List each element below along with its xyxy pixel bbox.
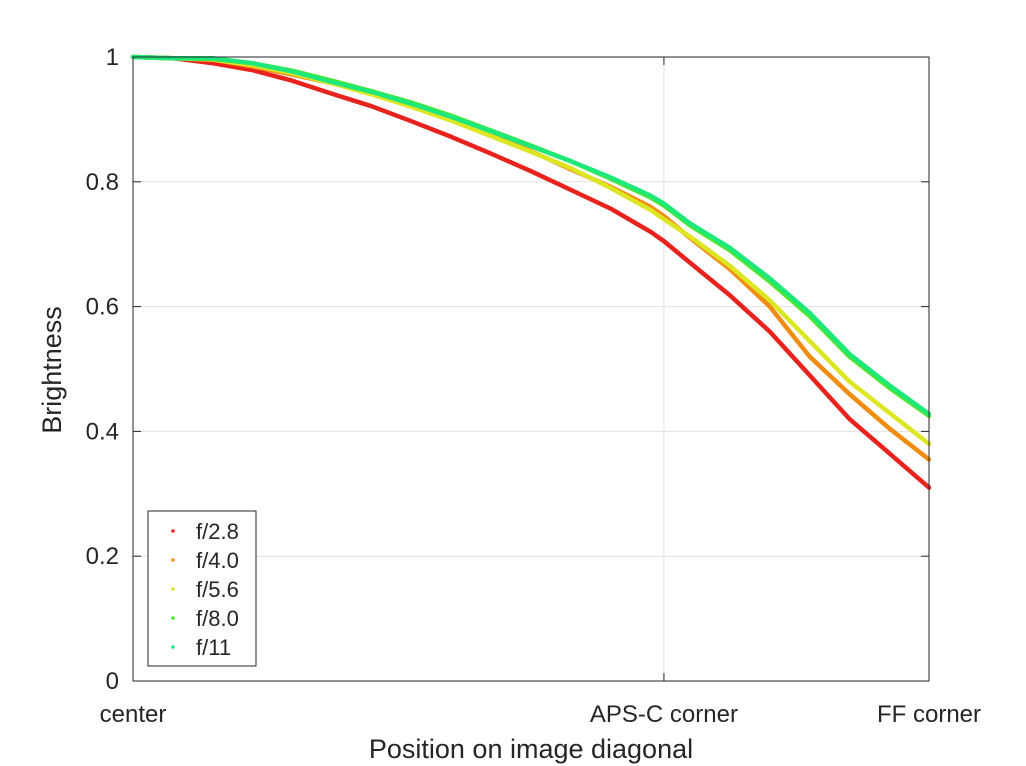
data-point (370, 90, 374, 94)
data-point (569, 159, 573, 163)
x-axis-title: Position on image diagonal (369, 734, 693, 764)
data-point (688, 235, 692, 239)
data-point (449, 135, 453, 139)
data-point (410, 102, 414, 106)
legend-label: f/8.0 (196, 606, 239, 631)
data-point (211, 61, 215, 65)
plot-frame (132, 56, 930, 682)
legend-label: f/11 (196, 635, 231, 660)
data-point (449, 115, 453, 119)
data-point (370, 104, 374, 108)
y-tick-label: 0.2 (86, 543, 119, 570)
data-point (330, 80, 334, 84)
data-point (648, 230, 653, 234)
data-point (768, 276, 772, 281)
x-tick-label: APS-C corner (590, 701, 738, 728)
legend-marker (171, 529, 175, 533)
data-point (250, 68, 254, 72)
data-point (887, 383, 891, 387)
data-point (609, 207, 613, 211)
data-point (808, 354, 812, 359)
data-point (768, 305, 772, 309)
data-point (529, 169, 533, 173)
data-point (728, 293, 732, 297)
data-point (728, 246, 732, 250)
data-point (887, 426, 891, 430)
data-point (489, 129, 493, 133)
data-point (847, 417, 852, 421)
x-tick-label: FF corner (877, 701, 981, 728)
data-point (290, 69, 294, 73)
legend-marker (171, 558, 175, 562)
data-point (808, 311, 812, 315)
data-point (569, 188, 573, 192)
data-point (609, 186, 613, 190)
data-point (688, 222, 692, 226)
data-point (290, 79, 294, 83)
data-point (808, 339, 812, 343)
y-tick-label: 0.6 (86, 294, 119, 321)
y-tick-label: 0.4 (86, 418, 119, 445)
legend-marker (171, 645, 175, 649)
data-point (250, 61, 254, 65)
legend-box (147, 510, 257, 667)
data-point (688, 261, 692, 265)
data-point (330, 92, 334, 96)
data-point (887, 411, 891, 415)
data-point (609, 175, 613, 180)
series-line (130, 54, 932, 417)
legend-marker (171, 616, 175, 620)
y-tick-label: 0 (106, 668, 119, 695)
tick-labels: 0 0.2 0.4 0.6 0.8 1 center APS-C corner FF corne… (86, 44, 981, 728)
data-point (529, 144, 533, 148)
legend-marker (171, 587, 175, 591)
series-line (130, 54, 932, 490)
y-tick-label: 0.8 (86, 169, 119, 196)
y-axis-title: Brightness (37, 306, 67, 434)
data-point (662, 217, 666, 221)
data-point (529, 150, 533, 154)
data-point (847, 352, 852, 356)
data-point (847, 392, 852, 396)
data-point (808, 373, 812, 377)
x-tick-label: center (100, 701, 167, 728)
legend-label: f/5.6 (196, 577, 239, 602)
series-layer (130, 54, 932, 490)
tick-marks (132, 56, 930, 682)
series-f/11 (130, 54, 932, 417)
y-tick-label: 1 (106, 44, 119, 71)
data-point (887, 451, 891, 455)
data-point (648, 208, 653, 212)
legend-label: f/4.0 (196, 548, 239, 573)
data-point (662, 239, 666, 243)
legend: f/2.8 f/4.0 f/5.6 f/8.0 f/11 (147, 510, 257, 667)
data-point (410, 119, 414, 123)
data-point (489, 134, 493, 138)
legend-label: f/2.8 (196, 519, 239, 544)
data-point (489, 152, 493, 156)
data-point (569, 166, 573, 170)
data-point (728, 264, 732, 268)
data-point (449, 119, 453, 123)
data-point (847, 379, 852, 384)
data-point (648, 193, 653, 198)
data-point (768, 298, 772, 302)
data-point (662, 202, 666, 206)
data-point (768, 329, 772, 334)
